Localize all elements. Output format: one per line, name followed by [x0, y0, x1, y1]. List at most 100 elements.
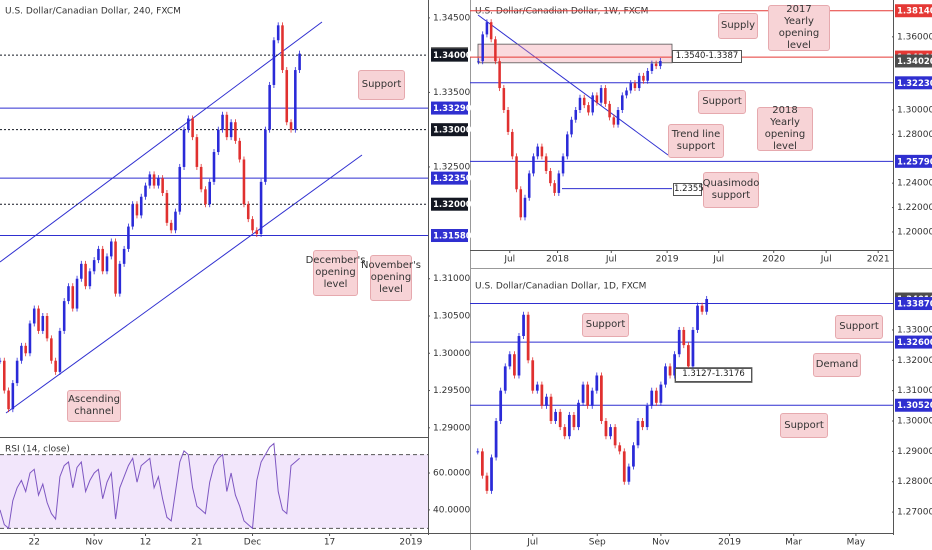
annotation: 2018 Yearly opening level — [757, 105, 813, 152]
candle-body — [494, 39, 497, 62]
candle-body — [58, 330, 62, 372]
candle-body — [208, 181, 212, 205]
candle-body — [264, 129, 267, 182]
candle-body — [641, 421, 644, 428]
level-label: 1.32230 — [897, 79, 932, 89]
candle-body — [637, 75, 641, 89]
candle-body — [15, 360, 19, 384]
x-tick-label: Nov — [652, 538, 670, 548]
annotation: Support — [358, 70, 405, 100]
candle-body — [212, 152, 216, 182]
candle-body — [97, 248, 100, 261]
x-tick-label: 17 — [324, 538, 335, 548]
candle-body — [225, 114, 229, 138]
candle-body — [62, 301, 66, 331]
candle-body — [673, 354, 677, 376]
y-tick-label: 1.22000 — [897, 203, 932, 213]
candle-body — [595, 375, 599, 391]
candle-body — [199, 166, 203, 190]
x-tick-label: Jul — [526, 538, 538, 548]
candle-body — [28, 323, 32, 354]
candle-body — [622, 451, 626, 482]
candle-body — [255, 230, 259, 235]
x-tick-label: 2019 — [656, 255, 679, 265]
annotation: Quasimodo support — [703, 172, 759, 208]
candle-body — [174, 211, 177, 231]
x-tick-label: 21 — [191, 538, 202, 548]
candle-body — [696, 305, 699, 330]
level-label: 1.33290 — [433, 104, 472, 114]
annotation: Demand — [813, 353, 861, 377]
annotation: Support — [835, 315, 883, 339]
level-tag — [895, 54, 932, 68]
candle-body — [485, 475, 489, 491]
candle-body — [600, 375, 603, 422]
candle-body — [289, 122, 293, 130]
candle-body — [513, 354, 516, 376]
candle-body — [654, 63, 658, 67]
candle-body — [105, 256, 109, 272]
candle-body — [616, 110, 620, 125]
candle-body — [540, 384, 544, 406]
candle-body — [499, 390, 503, 422]
level-tag — [895, 398, 932, 412]
x-tick-label: 2018 — [546, 255, 569, 265]
candle-body — [522, 314, 525, 337]
x-tick-label: Jul — [712, 255, 724, 265]
candle-body — [32, 308, 36, 324]
x-tick-label: Nov — [85, 538, 103, 548]
candle-body — [24, 345, 27, 354]
candle-body — [506, 110, 510, 132]
candle-body — [80, 263, 83, 279]
level-label: 1.34000 — [433, 51, 472, 61]
candle-body — [485, 22, 489, 35]
candle-body — [561, 156, 565, 174]
candle-body — [646, 70, 649, 81]
candle-body — [246, 204, 250, 220]
candle-body — [229, 122, 233, 138]
candle-body — [144, 185, 147, 197]
candle-body — [178, 166, 182, 212]
candle-body — [570, 119, 573, 135]
level-label: 1.33000 — [433, 126, 472, 136]
y-tick-label: 1.30000 — [897, 417, 932, 427]
level-label: 1.25790 — [897, 157, 932, 167]
channel-line — [5, 154, 363, 414]
candle-body — [586, 384, 590, 406]
y-tick-label: 1.36000 — [897, 32, 932, 42]
candle-body — [259, 181, 263, 235]
y-tick-label: 1.24000 — [897, 179, 932, 189]
candle-body — [700, 305, 704, 312]
candle-body — [481, 34, 484, 62]
candle-body — [595, 95, 599, 103]
candle-body — [71, 286, 75, 309]
annotation: Support — [698, 90, 746, 114]
x-tick-label: May — [847, 538, 866, 548]
candle-body — [645, 405, 649, 428]
candle-body — [182, 129, 186, 167]
x-tick-label: Jul — [605, 255, 617, 265]
candle-body — [691, 329, 695, 367]
candle-body — [92, 260, 96, 272]
y-tick-label: 1.33000 — [897, 325, 932, 335]
level-label: 1.31580 — [433, 232, 472, 242]
candle-body — [515, 156, 518, 190]
y-tick-label: 1.30000 — [897, 106, 932, 116]
x-tick-label: 2021 — [867, 255, 890, 265]
candle-body — [609, 427, 612, 437]
candle-body — [558, 411, 562, 428]
level-tag — [895, 335, 932, 349]
y-tick-label: 1.33500 — [433, 88, 470, 98]
candle-body — [612, 117, 616, 125]
candle-body — [682, 329, 686, 346]
candle-body — [613, 427, 617, 446]
candle-body — [54, 360, 57, 372]
candle-body — [621, 95, 624, 110]
candle-body — [557, 173, 561, 193]
candle-body — [523, 197, 527, 218]
candle-body — [668, 366, 672, 376]
x-tick-label: Jul — [503, 255, 515, 265]
y-tick-label: 1.32500 — [433, 162, 470, 172]
candle-body — [582, 97, 586, 106]
candle-body — [204, 189, 207, 205]
